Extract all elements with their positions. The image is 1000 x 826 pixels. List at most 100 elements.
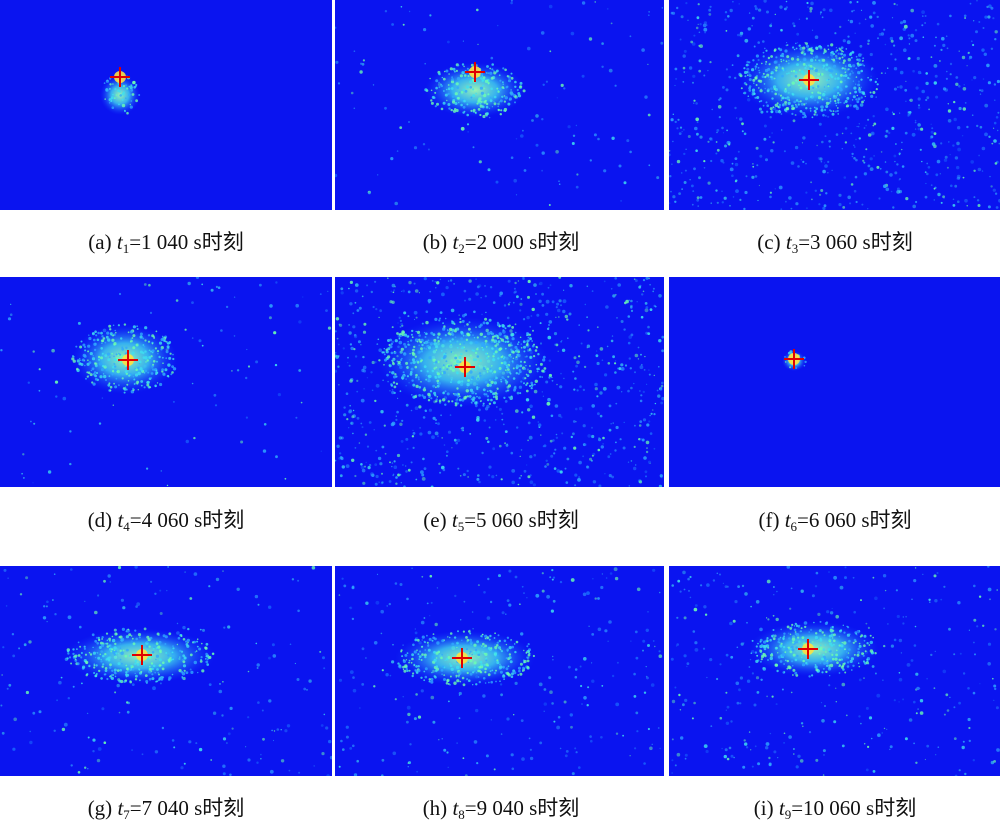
blob-speckle (510, 355, 512, 358)
speckle (393, 465, 398, 469)
blob-speckle (816, 85, 820, 88)
speckle (682, 128, 685, 131)
blob-speckle (422, 395, 427, 399)
caption-subscript: 1 (122, 241, 130, 256)
blob-speckle (387, 355, 391, 359)
speckle (575, 751, 578, 754)
blob-speckle (411, 674, 414, 678)
blob-speckle (517, 343, 519, 345)
speckle (873, 155, 875, 157)
speckle (345, 464, 350, 468)
speckle (610, 22, 613, 25)
speckle (921, 10, 925, 15)
speckle (402, 696, 404, 698)
blob-speckle (131, 337, 134, 339)
blob-speckle (483, 100, 487, 104)
blob-speckle (108, 87, 111, 90)
speckle (829, 611, 834, 615)
blob-speckle (523, 382, 525, 385)
blob-speckle (105, 379, 107, 381)
speckle (69, 430, 72, 433)
blob-speckle (431, 671, 433, 674)
blob-speckle (462, 111, 465, 114)
blob-speckle (820, 108, 824, 112)
blob-speckle (824, 91, 826, 93)
caption: (g) t7=7 040 s时刻 (0, 792, 332, 823)
speckle (708, 13, 712, 16)
blob-speckle (453, 636, 457, 639)
speckle (143, 283, 147, 286)
speckle (975, 30, 978, 34)
speckle (962, 740, 965, 743)
blob-speckle (434, 669, 438, 673)
blob-speckle (473, 666, 476, 669)
blob-speckle (451, 333, 455, 336)
blob-speckle (101, 638, 103, 640)
blob-speckle (502, 81, 504, 84)
blob-speckle (484, 79, 489, 84)
speckle (375, 600, 380, 605)
blob-speckle (789, 86, 791, 88)
speckle (964, 198, 968, 203)
speckle (502, 423, 505, 426)
speckle (601, 42, 604, 45)
speckle (942, 669, 947, 674)
blob-speckle (114, 369, 117, 372)
blob-speckle (167, 342, 170, 345)
speckle (896, 187, 900, 191)
blob-speckle (483, 87, 486, 90)
blob-speckle (514, 385, 517, 389)
speckle (515, 138, 518, 140)
heatmap-image (335, 277, 664, 487)
speckle (247, 758, 251, 762)
blob-speckle (513, 671, 517, 675)
speckle (648, 420, 651, 423)
blob-speckle (418, 394, 421, 397)
speckle (527, 408, 531, 412)
speckle (689, 179, 691, 181)
speckle (738, 688, 741, 692)
blob-speckle (402, 371, 405, 374)
speckle (533, 453, 537, 457)
blob-speckle (461, 319, 465, 323)
speckle (760, 110, 764, 114)
blob-speckle (200, 656, 203, 659)
blob-speckle (158, 679, 160, 681)
speckle (555, 316, 557, 318)
speckle (409, 743, 412, 746)
speckle (910, 659, 914, 662)
speckle (842, 39, 846, 43)
blob-speckle (198, 647, 202, 651)
blob-speckle (751, 68, 755, 72)
blob-speckle (130, 338, 133, 341)
speckle (481, 451, 484, 455)
speckle (127, 701, 130, 705)
blob-speckle (151, 667, 154, 671)
speckle (976, 124, 979, 128)
blob-speckle (449, 340, 452, 343)
blob-speckle (111, 352, 113, 355)
blob-speckle (468, 652, 471, 655)
blob-speckle (458, 101, 460, 104)
blob-speckle (127, 380, 130, 382)
speckle (682, 66, 686, 70)
speckle (899, 112, 901, 114)
speckle (907, 111, 910, 113)
speckle (946, 70, 948, 73)
speckle (374, 280, 377, 283)
blob-speckle (144, 326, 148, 330)
speckle (735, 179, 738, 182)
blob-speckle (490, 398, 493, 402)
blob-speckle (845, 651, 848, 653)
speckle (296, 678, 300, 681)
blob-speckle (874, 80, 877, 84)
speckle (756, 691, 760, 694)
blob-speckle (479, 374, 482, 377)
speckle (415, 316, 418, 319)
speckle (6, 687, 9, 690)
blob-speckle (446, 654, 449, 656)
speckle (865, 768, 869, 772)
speckle (744, 38, 749, 43)
speckle (842, 206, 846, 209)
blob-speckle (119, 90, 121, 93)
